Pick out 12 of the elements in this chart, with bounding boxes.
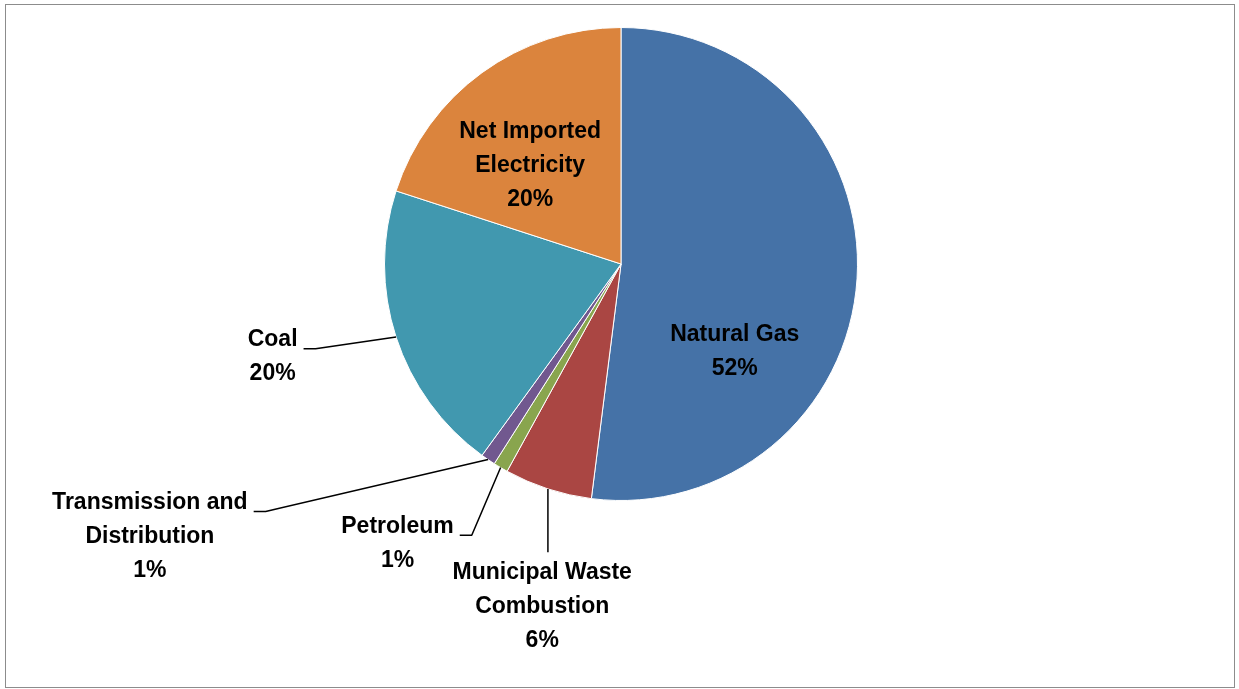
data-label: 1% <box>133 555 167 582</box>
slice-label: Municipal Waste Combustion <box>452 557 632 618</box>
data-label: 52% <box>711 354 758 381</box>
slice-label: Net Imported Electricity <box>459 117 602 178</box>
data-label: 20% <box>249 359 296 386</box>
data-label: 1% <box>380 545 415 572</box>
data-label: 20% <box>507 185 554 212</box>
slice-label: Transmission and Distribution <box>52 487 248 548</box>
slice-label: Natural Gas <box>670 320 800 347</box>
data-label: 6% <box>525 625 559 652</box>
slice-label: Petroleum <box>341 511 454 538</box>
slice-label: Coal <box>247 325 298 352</box>
